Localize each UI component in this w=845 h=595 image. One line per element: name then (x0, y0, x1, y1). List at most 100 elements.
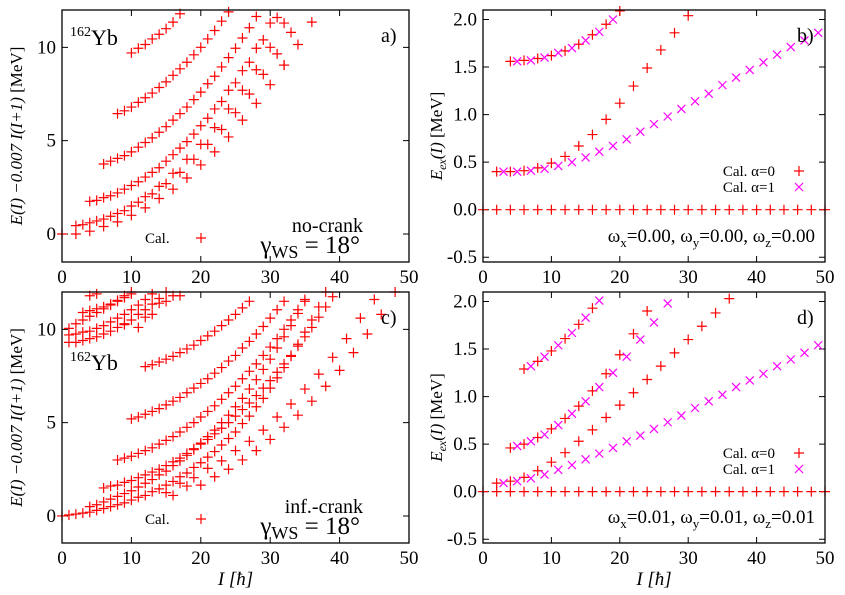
y-tick-label: 0.0 (453, 200, 477, 221)
data-point (140, 294, 151, 305)
data-point (614, 5, 625, 16)
text-span: ω (608, 226, 621, 247)
data-point (188, 417, 199, 428)
data-point (133, 412, 144, 423)
axes-frame (482, 9, 826, 263)
data-point (91, 331, 102, 342)
data-point (112, 108, 123, 119)
y-axis-label: E(I) −0.007 I(I+1) [MeV] (7, 328, 26, 508)
data-point (147, 299, 158, 310)
data-point (77, 508, 88, 519)
data-point (251, 64, 262, 75)
data-point (147, 33, 158, 44)
data-point (230, 381, 241, 392)
data-point (696, 321, 707, 332)
data-point (161, 178, 172, 189)
data-point (168, 476, 179, 487)
data-point (553, 161, 563, 171)
data-point (126, 475, 137, 486)
data-point (98, 301, 109, 312)
data-point (70, 229, 81, 239)
data-point (655, 44, 666, 55)
data-point (202, 113, 213, 124)
data-point (140, 191, 151, 202)
data-point (690, 96, 700, 106)
data-point (635, 127, 645, 137)
data-point (765, 486, 776, 497)
data-point (717, 390, 727, 400)
model-label: no-crank (292, 215, 363, 237)
data-point (334, 365, 345, 376)
data-point (147, 486, 158, 497)
y-tick-label: 0.5 (453, 152, 477, 173)
data-point (237, 393, 248, 404)
data-point (505, 486, 516, 497)
panel-label: b) (797, 25, 814, 47)
data-point (778, 486, 789, 497)
x-tick-label: 20 (191, 548, 210, 569)
data-point (567, 460, 577, 470)
data-point (546, 345, 557, 356)
data-point (209, 400, 220, 411)
data-point (174, 478, 185, 489)
data-point (759, 369, 768, 379)
data-point (105, 299, 116, 310)
data-point (133, 482, 144, 493)
data-point (540, 164, 549, 174)
data-point (614, 349, 625, 360)
data-point (209, 428, 220, 439)
data-point (195, 87, 206, 98)
data-point (70, 220, 81, 231)
data-point (202, 452, 213, 463)
data-point (140, 172, 151, 183)
data-point (251, 445, 262, 456)
y-axis-label: E(I) −0.007 I(I+1) [MeV] (7, 47, 26, 227)
data-point (237, 302, 248, 313)
data-point (98, 159, 109, 169)
data-point (237, 65, 248, 76)
data-point (813, 28, 823, 38)
data-point (209, 71, 220, 82)
data-point (119, 477, 130, 488)
data-point (553, 420, 563, 430)
nucleus-label: 162Yb (70, 350, 118, 375)
data-point (140, 202, 151, 213)
data-point (704, 89, 714, 99)
data-point (237, 115, 248, 126)
data-point (286, 350, 297, 361)
data-point (230, 411, 241, 422)
data-point (663, 298, 673, 308)
text-span: (I) (427, 142, 446, 159)
data-point (188, 462, 199, 473)
text-span: WS (271, 242, 298, 262)
data-point (244, 436, 255, 447)
data-point (272, 48, 283, 59)
data-point (608, 443, 618, 453)
data-point (587, 204, 598, 215)
x-tick-label: 30 (679, 267, 698, 288)
legend-marker (794, 166, 804, 176)
data-point (188, 340, 199, 351)
data-point (174, 392, 185, 403)
omega-label: ωx=0.00, ωy=0.00, ωz=0.00 (608, 226, 815, 250)
data-point (306, 17, 317, 28)
data-point (154, 298, 165, 309)
data-point (512, 476, 522, 486)
y-tick-label: 1.0 (453, 105, 477, 126)
data-point (251, 328, 262, 339)
data-point (84, 305, 95, 316)
data-point (587, 303, 598, 314)
series-alpha0 (478, 5, 830, 215)
data-point (704, 396, 714, 406)
data-point (628, 387, 639, 398)
data-point (216, 16, 227, 27)
data-point (230, 309, 241, 320)
data-point (614, 486, 625, 497)
data-point (188, 472, 199, 483)
data-point (105, 481, 116, 492)
data-point (112, 480, 123, 491)
data-point (126, 495, 137, 506)
data-point (98, 482, 109, 493)
data-point (737, 486, 748, 497)
data-point (649, 119, 659, 129)
